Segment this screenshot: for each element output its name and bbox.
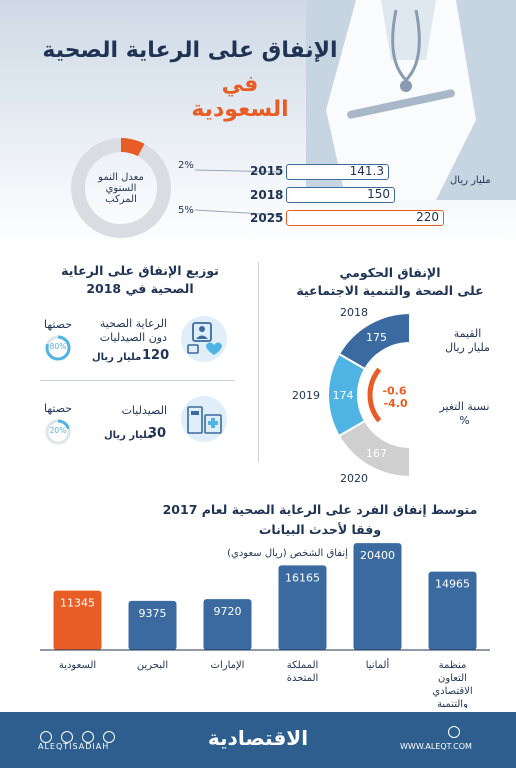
gov-arc-chart: 175 174 167 -0.6-4.0 2018 2019 2020	[292, 306, 411, 485]
growth-ring-label: معدل النمو السنوي المركب	[98, 172, 144, 205]
bar-value-4: 20400	[360, 549, 395, 562]
dist-share-pct-1: 80%	[49, 342, 67, 351]
growth-year-2025: 2025	[250, 211, 284, 225]
bar-3	[278, 565, 327, 650]
growth-pct-bottom: 5%	[178, 205, 194, 216]
dist-amount-1: 120	[142, 348, 170, 363]
main-subtitle: في السعودية	[191, 72, 289, 122]
gov-year-2019: 2019	[292, 389, 320, 402]
category-label-4: ألمانيا	[366, 658, 390, 671]
bar-value-5: 14965	[435, 578, 470, 591]
gov-value-label-2: مليار ريال	[445, 341, 490, 354]
dist-unit-2: مليار ريال	[104, 430, 154, 441]
instagram-icon[interactable]	[40, 731, 52, 743]
gov-value-2018: 175	[366, 331, 387, 344]
growth-ring-arc	[120, 138, 145, 157]
gov-change-2: -4.0	[384, 397, 408, 410]
main-title: الإنفاق على الرعاية الصحية	[42, 38, 338, 63]
dist-share-pct-2: 20%	[49, 426, 67, 435]
globe-icon	[448, 726, 460, 738]
dist-share-label-1: حصتها	[44, 318, 73, 331]
growth-unit: مليار ريال	[450, 175, 491, 186]
gov-title-line2: على الصحة والتنمية الاجتماعية	[296, 283, 484, 298]
growth-ring	[71, 138, 171, 238]
growth-connectors	[194, 169, 281, 216]
footer-logo: الاقتصادية	[207, 726, 309, 750]
bar-5	[428, 571, 477, 650]
growth-pct-top: 2%	[178, 160, 194, 171]
bar-value-3: 16165	[285, 571, 320, 584]
category-label-0: السعودية	[59, 660, 96, 671]
category-label-3: المملكة المتحدة	[287, 660, 319, 684]
twitter-icon[interactable]	[82, 731, 95, 743]
footer-social-icons	[40, 728, 116, 747]
category-label-2: الإمارات	[211, 660, 245, 671]
chart-title: متوسط إنفاق الفرد على الرعاية الصحية لعا…	[162, 502, 478, 537]
growth-bar-2018: 150	[286, 187, 395, 203]
gov-year-2020: 2020	[340, 472, 368, 485]
growth-bar-2025: 220	[286, 210, 444, 226]
growth-year-2015: 2015	[250, 164, 284, 178]
gov-change-label-1: نسبة التغير	[439, 400, 490, 413]
gov-change-arc	[367, 367, 382, 423]
gov-value-label-1: القيمة	[453, 327, 482, 340]
bar-1	[128, 600, 177, 650]
gov-segment-2020	[337, 419, 411, 479]
gov-year-2018: 2018	[340, 306, 368, 319]
dist-label-2: الصيدليات	[121, 404, 167, 417]
bar-value-0: 11345	[60, 597, 95, 610]
footer-handle: ALEQTISADIAH	[38, 742, 110, 751]
footer-bar: ALEQTISADIAH الاقتصادية WWW.ALEQT.COM	[0, 712, 516, 768]
bar-value-1: 9375	[139, 607, 167, 620]
dist-amount-2: 30	[148, 426, 167, 441]
dist-label-1a: الرعاية الصحية	[99, 317, 167, 330]
facebook-icon[interactable]	[61, 731, 74, 743]
bar-4	[353, 543, 402, 650]
category-label-1: البحرين	[137, 660, 168, 671]
dist-share-ring-2	[45, 419, 71, 445]
growth-bar-2015: 141.3	[286, 164, 389, 180]
category-label-5: منظمة التعاون الاقتصادي والتنمية	[432, 660, 472, 708]
dist-share-label-2: حصتها	[44, 402, 73, 415]
bar-2	[203, 599, 252, 650]
gov-title-line1: الإنفاق الحكومي	[339, 265, 441, 280]
chart-ylabel: إنفاق الشخص (ريال سعودي)	[227, 548, 348, 559]
snapchat-icon[interactable]	[103, 731, 116, 743]
distribution-title: توزيع الإنفاق على الرعاية الصحية في 2018	[61, 263, 219, 296]
gov-value-2019: 174	[333, 389, 354, 402]
growth-year-2018: 2018	[250, 188, 284, 202]
bar-0	[53, 590, 102, 650]
left-divider	[40, 380, 235, 381]
healthcare-icon	[181, 316, 227, 362]
bar-chart: 11345 9375 9720 16165 20400 14965 السعودية الب…	[40, 543, 490, 708]
dist-unit-1: مليار ريال	[92, 352, 142, 363]
footer-site[interactable]: WWW.ALEQT.COM	[400, 742, 472, 751]
vertical-divider	[258, 262, 259, 462]
gov-change-1: -0.6	[382, 384, 406, 397]
gov-change-label-2: %	[459, 414, 470, 427]
pharmacy-icon	[181, 396, 227, 442]
dist-label-1b: دون الصيدليات	[99, 331, 167, 344]
gov-value-2020: 167	[366, 447, 387, 460]
dist-share-ring-1	[45, 335, 71, 361]
bar-value-2: 9720	[214, 605, 242, 618]
